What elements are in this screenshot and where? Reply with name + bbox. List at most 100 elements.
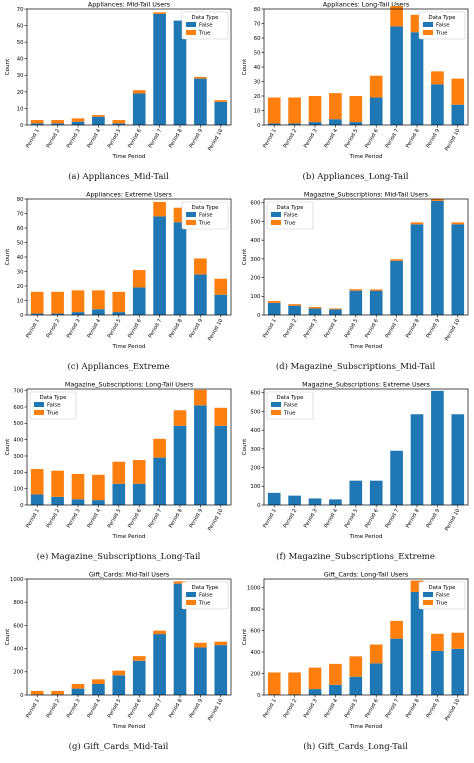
stacked-bar-chart: Appliances: Mid-Tail Users Period 1 Period…	[5, 1, 232, 160]
y-tick-label: 60	[254, 36, 261, 42]
bar-false	[349, 480, 363, 505]
bar-false	[349, 122, 363, 125]
x-tick-label: Period 5	[344, 698, 360, 719]
legend-swatch-false	[271, 402, 281, 407]
x-tick-label: Period 2	[283, 698, 299, 719]
x-tick-label: Period 3	[303, 508, 319, 529]
x-tick-label: Period 7	[148, 128, 164, 149]
y-tick-label: 200	[13, 470, 24, 476]
y-tick-label: 600	[250, 391, 261, 397]
y-tick-label: 200	[13, 670, 24, 676]
legend: Data Type False True	[181, 581, 229, 610]
legend: Data Type False True	[29, 391, 77, 420]
plot-frame	[263, 8, 469, 126]
bar-true	[194, 76, 207, 79]
bar-false	[288, 305, 301, 315]
x-tick-label: Period 8	[405, 128, 421, 149]
x-axis-label: Time Period	[112, 154, 146, 160]
x-tick-label: Period 4	[86, 317, 102, 339]
y-tick-label: 0	[20, 693, 24, 699]
x-tick-label: Period 4	[86, 507, 102, 529]
y-tick-label: 400	[13, 647, 24, 653]
bar-false	[451, 648, 465, 695]
legend-title: Data Type	[192, 585, 220, 591]
x-tick-label: Period 10	[207, 128, 224, 152]
bar-true	[369, 644, 383, 664]
y-tick-label: 0	[257, 123, 261, 129]
bar-true	[71, 473, 85, 500]
bar-false	[410, 414, 424, 505]
x-tick-label: Period 2	[46, 508, 62, 529]
bar-true	[308, 306, 322, 309]
x-tick-label: Period 4	[323, 317, 339, 339]
bar-false	[369, 97, 383, 125]
bar-true	[451, 222, 465, 225]
bar-false	[410, 32, 424, 126]
x-tick-label: Period 10	[444, 318, 461, 342]
stacked-bar-chart: Gift_Cards: Long-Tail Users Period 1 Perio…	[242, 571, 469, 730]
y-tick-label: 200	[250, 671, 261, 677]
plot-frame	[26, 8, 232, 126]
bar-true	[308, 667, 322, 690]
x-tick-label: Period 3	[303, 318, 319, 339]
x-tick-label: Period 3	[66, 318, 82, 339]
bar-true	[390, 620, 403, 639]
legend-label-true: True	[198, 31, 211, 37]
y-tick-label: 600	[250, 201, 261, 207]
bar-false	[112, 675, 126, 695]
legend-title: Data Type	[429, 15, 457, 21]
legend-title: Data Type	[40, 395, 68, 401]
bar-true	[30, 469, 44, 495]
bar-true	[288, 97, 301, 124]
stacked-bar-chart: Magazine_Subscriptions: Mid-Tail Users Pe…	[242, 191, 469, 350]
x-tick-label: Period 2	[283, 128, 299, 149]
plot-frame	[26, 388, 232, 506]
bar-false	[329, 684, 342, 695]
y-axis-label: Count	[242, 58, 248, 75]
bar-true	[451, 632, 465, 649]
bar-false	[308, 308, 322, 315]
x-tick-label: Period 9	[188, 128, 204, 149]
bar-true	[329, 308, 342, 310]
x-tick-label: Period 1	[262, 508, 278, 529]
y-tick-label: 800	[250, 607, 261, 613]
legend-swatch-true	[423, 30, 433, 35]
x-axis-label: Time Period	[349, 534, 383, 540]
chart-panel: Appliances: Long-Tail Users Period 1 Perio…	[237, 0, 474, 190]
bar-false	[30, 313, 44, 315]
y-tick-label: 0	[20, 123, 24, 129]
bar-false	[369, 480, 383, 505]
legend-swatch-true	[186, 30, 196, 35]
y-tick-label: 700	[13, 389, 24, 395]
bar-true	[410, 222, 424, 225]
y-tick-label: 70	[17, 7, 24, 13]
legend-swatch-false	[423, 592, 433, 597]
x-tick-label: Period 9	[425, 318, 441, 339]
bar-true	[329, 663, 342, 685]
bar-false	[92, 309, 105, 315]
bar-false	[267, 492, 281, 505]
legend-swatch-true	[271, 410, 281, 415]
bar-false	[369, 290, 383, 315]
x-tick-label: Period 7	[385, 128, 401, 149]
legend-swatch-false	[34, 402, 44, 407]
y-axis-label: Count	[5, 58, 11, 75]
x-tick-label: Period 7	[385, 508, 401, 529]
y-tick-label: 200	[250, 275, 261, 281]
chart-panel: Gift_Cards: Long-Tail Users Period 1 Perio…	[237, 570, 474, 760]
bar-true	[153, 201, 166, 217]
y-tick-label: 10	[254, 108, 261, 114]
bar-false	[71, 312, 85, 315]
y-tick-label: 400	[250, 650, 261, 656]
y-tick-label: 1000	[10, 577, 24, 583]
bar-true	[214, 278, 228, 295]
bar-true	[410, 580, 424, 592]
y-tick-label: 600	[250, 628, 261, 634]
bar-false	[153, 216, 166, 315]
x-tick-label: Period 8	[405, 508, 421, 529]
bar-true	[194, 389, 207, 406]
x-tick-label: Period 4	[86, 127, 102, 149]
bar-false	[267, 302, 281, 315]
x-tick-label: Period 6	[364, 318, 380, 339]
